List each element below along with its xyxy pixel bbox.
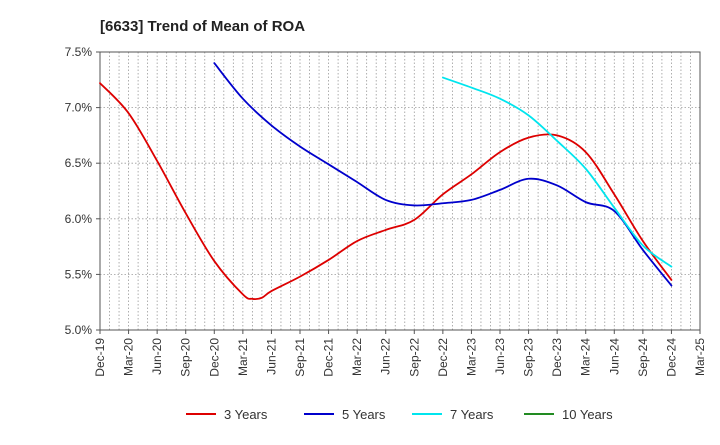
x-tick-label: Dec-22	[436, 338, 450, 377]
plot-frame	[99, 51, 701, 331]
x-tick-label: Sep-23	[522, 338, 536, 377]
x-tick-label: Jun-20	[150, 338, 164, 375]
axes: 5.0% 5.5% 6.0% 6.5% 7.0% 7.5% Dec-19 Mar-20 Jun-…	[65, 45, 707, 377]
grid-lines	[100, 52, 700, 330]
y-tick-label: 5.0%	[65, 323, 93, 337]
x-tick-label: Dec-19	[93, 338, 107, 377]
legend-label-3-years: 3 Years	[224, 407, 268, 422]
x-tick-label: Dec-21	[322, 338, 336, 377]
x-tick-label: Sep-21	[293, 338, 307, 377]
series-line-5-years	[213, 62, 673, 287]
x-tick-label: Dec-20	[207, 338, 221, 377]
x-tick-label: Jun-21	[264, 338, 278, 375]
series-line-3-years	[99, 82, 673, 301]
chart-title: [6633] Trend of Mean of ROA	[100, 18, 305, 35]
x-tick-label: Dec-23	[550, 338, 564, 377]
x-tick-label: Mar-21	[236, 338, 250, 376]
x-tick-label: Jun-23	[493, 338, 507, 375]
legend-label-7-years: 7 Years	[450, 407, 494, 422]
x-tick-label: Sep-20	[179, 338, 193, 377]
legend-label-5-years: 5 Years	[342, 407, 386, 422]
legend-label-10-years: 10 Years	[562, 407, 613, 422]
series-lines	[99, 62, 673, 301]
x-tick-label: Jun-22	[379, 338, 393, 375]
x-tick-label: Sep-22	[407, 338, 421, 377]
y-tick-label: 7.0%	[65, 101, 93, 115]
x-tick-label: Jun-24	[607, 338, 621, 375]
x-tick-label: Mar-23	[464, 338, 478, 376]
y-tick-label: 7.5%	[65, 45, 93, 59]
x-tick-label: Sep-24	[636, 338, 650, 377]
x-tick-label: Mar-22	[350, 338, 364, 376]
y-tick-label: 5.5%	[65, 267, 93, 281]
x-tick-label: Mar-20	[122, 338, 136, 376]
x-tick-label: Mar-25	[693, 338, 707, 376]
legend: 3 Years 5 Years 7 Years 10 Years	[186, 407, 613, 422]
x-tick-label: Dec-24	[664, 338, 678, 377]
x-tick-label: Mar-24	[579, 338, 593, 376]
series-line-7-years	[441, 76, 673, 268]
y-tick-label: 6.0%	[65, 212, 93, 226]
y-tick-label: 6.5%	[65, 156, 93, 170]
